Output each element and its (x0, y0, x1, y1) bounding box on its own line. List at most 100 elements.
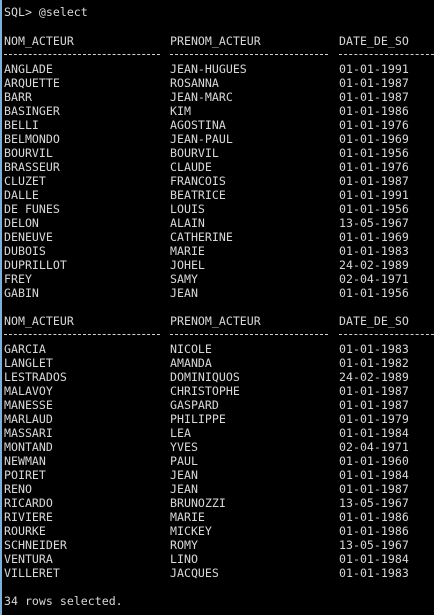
table-row: GABIN JEAN 01-01-1956 (4, 286, 434, 300)
cell-prenom-acteur: JEAN-PAUL (170, 132, 233, 146)
cell-prenom-acteur: GASPARD (170, 398, 219, 412)
cell-prenom-acteur: JEAN (170, 468, 198, 482)
column-header-date-de-so: DATE_DE_SO (339, 34, 409, 48)
cell-prenom-acteur: NICOLE (170, 342, 212, 356)
table-row: GARCIA NICOLE 01-01-1983 (4, 342, 434, 356)
cell-date-de-sortie: 24-02-1989 (339, 370, 409, 384)
table-row: MALAVOY CHRISTOPHE 01-01-1987 (4, 384, 434, 398)
table-row: ANGLADE JEAN-HUGUES 01-01-1991 (4, 62, 434, 76)
cell-date-de-sortie: 13-05-1967 (339, 216, 409, 230)
cell-date-de-sortie: 01-01-1982 (339, 356, 409, 370)
table-row: DE FUNES LOUIS 01-01-1956 (4, 202, 434, 216)
table-row: MARLAUD PHILIPPE 01-01-1979 (4, 412, 434, 426)
cell-nom-acteur: DUPRILLOT (4, 258, 67, 272)
sql-prompt-line: SQL> @select (4, 5, 88, 19)
table-row: MANESSE GASPARD 01-01-1987 (4, 398, 434, 412)
cell-nom-acteur: DELON (4, 216, 39, 230)
cell-date-de-sortie: 01-01-1987 (339, 90, 409, 104)
cell-prenom-acteur: BRUNOZZI (170, 496, 226, 510)
cell-prenom-acteur: JOHEL (170, 258, 205, 272)
separator-dashes (170, 334, 328, 335)
cell-date-de-sortie: 02-04-1971 (339, 272, 409, 286)
cell-prenom-acteur: DOMINIQUOS (170, 370, 240, 384)
cell-nom-acteur: DUBOIS (4, 244, 46, 258)
column-header-nom-acteur: NOM_ACTEUR (4, 314, 74, 328)
table-row: FREY SAMY 02-04-1971 (4, 272, 434, 286)
rows-selected-message: 34 rows selected. (4, 594, 123, 608)
cell-nom-acteur: ANGLADE (4, 62, 53, 76)
table-row: LANGLET AMANDA 01-01-1982 (4, 356, 434, 370)
table-row: BOURVIL BOURVIL 01-01-1956 (4, 146, 434, 160)
cell-date-de-sortie: 01-01-1983 (339, 566, 409, 580)
cell-nom-acteur: GABIN (4, 286, 39, 300)
table-row: RENO JEAN 01-01-1987 (4, 482, 434, 496)
cell-nom-acteur: RICARDO (4, 496, 53, 510)
table-row: NEWMAN PAUL 01-01-1960 (4, 454, 434, 468)
cell-date-de-sortie: 01-01-1986 (339, 524, 409, 538)
cell-prenom-acteur: CLAUDE (170, 160, 212, 174)
cell-nom-acteur: ROURKE (4, 524, 46, 538)
window-border (0, 0, 2, 615)
cell-prenom-acteur: JACQUES (170, 566, 219, 580)
table-row: VILLERET JACQUES 01-01-1983 (4, 566, 434, 580)
cell-nom-acteur: DENEUVE (4, 230, 53, 244)
cell-date-de-sortie: 01-01-1969 (339, 230, 409, 244)
header-separator-row (4, 48, 434, 62)
cell-nom-acteur: MASSARI (4, 426, 53, 440)
cell-date-de-sortie: 01-01-1956 (339, 286, 409, 300)
table-row: BELMONDO JEAN-PAUL 01-01-1969 (4, 132, 434, 146)
cell-prenom-acteur: JEAN (170, 482, 198, 496)
cell-date-de-sortie: 01-01-1969 (339, 132, 409, 146)
cell-nom-acteur: MALAVOY (4, 384, 53, 398)
table-row: DALLE BEATRICE 01-01-1991 (4, 188, 434, 202)
cell-date-de-sortie: 01-01-1987 (339, 482, 409, 496)
cell-prenom-acteur: SAMY (170, 272, 198, 286)
table-row: DUPRILLOT JOHEL 24-02-1989 (4, 258, 434, 272)
cell-date-de-sortie: 13-05-1967 (339, 496, 409, 510)
cell-date-de-sortie: 01-01-1991 (339, 62, 409, 76)
cell-prenom-acteur: LOUIS (170, 202, 205, 216)
cell-date-de-sortie: 01-01-1983 (339, 342, 409, 356)
cell-date-de-sortie: 01-01-1984 (339, 426, 409, 440)
cell-prenom-acteur: ROSANNA (170, 76, 219, 90)
cell-nom-acteur: FREY (4, 272, 32, 286)
cell-nom-acteur: NEWMAN (4, 454, 46, 468)
separator-dashes (339, 334, 434, 335)
cell-date-de-sortie: 24-02-1989 (339, 258, 409, 272)
cell-nom-acteur: LANGLET (4, 356, 53, 370)
table-row: LESTRADOS DOMINIQUOS 24-02-1989 (4, 370, 434, 384)
cell-nom-acteur: MARLAUD (4, 412, 53, 426)
table-row: BASINGER KIM 01-01-1986 (4, 104, 434, 118)
cell-prenom-acteur: KIM (170, 104, 191, 118)
table-row: ROURKE MICKEY 01-01-1986 (4, 524, 434, 538)
column-header-nom-acteur: NOM_ACTEUR (4, 34, 74, 48)
column-header-date-de-so: DATE_DE_SO (339, 314, 409, 328)
cell-nom-acteur: VILLERET (4, 566, 60, 580)
cell-prenom-acteur: AMANDA (170, 356, 212, 370)
cell-date-de-sortie: 01-01-1983 (339, 244, 409, 258)
cell-prenom-acteur: CATHERINE (170, 230, 233, 244)
cell-prenom-acteur: PAUL (170, 454, 198, 468)
separator-dashes (4, 334, 160, 335)
cell-nom-acteur: RENO (4, 482, 32, 496)
cell-date-de-sortie: 01-01-1987 (339, 76, 409, 90)
cell-date-de-sortie: 13-05-1967 (339, 538, 409, 552)
cell-nom-acteur: DALLE (4, 188, 39, 202)
cell-nom-acteur: MANESSE (4, 398, 53, 412)
cell-prenom-acteur: BEATRICE (170, 188, 226, 202)
cell-date-de-sortie: 01-01-1956 (339, 202, 409, 216)
cell-date-de-sortie: 01-01-1987 (339, 384, 409, 398)
separator-dashes (170, 54, 328, 55)
cell-nom-acteur: CLUZET (4, 174, 46, 188)
cell-prenom-acteur: LINO (170, 552, 198, 566)
table-row: MASSARI LEA 01-01-1984 (4, 426, 434, 440)
cell-prenom-acteur: MICKEY (170, 524, 212, 538)
cell-date-de-sortie: 01-01-1979 (339, 412, 409, 426)
cell-prenom-acteur: JEAN-HUGUES (170, 62, 247, 76)
cell-nom-acteur: MONTAND (4, 440, 53, 454)
cell-prenom-acteur: AGOSTINA (170, 118, 226, 132)
table-row: SCHNEIDER ROMY 13-05-1967 (4, 538, 434, 552)
cell-date-de-sortie: 02-04-1971 (339, 440, 409, 454)
cell-prenom-acteur: PHILIPPE (170, 412, 226, 426)
